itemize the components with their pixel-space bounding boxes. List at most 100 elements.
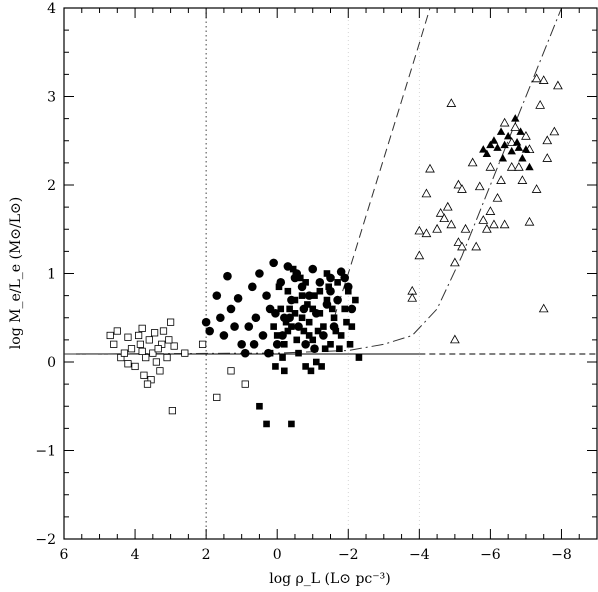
filled-triangle-point xyxy=(496,127,506,135)
open-square-point xyxy=(135,331,143,340)
open-triangle-point xyxy=(481,223,492,233)
filled-square-point xyxy=(346,341,354,348)
open-triangle-point xyxy=(435,208,446,217)
open-triangle-point xyxy=(432,223,442,233)
filled-triangle-point xyxy=(482,149,492,158)
open-triangle-point xyxy=(471,241,482,251)
filled-square-point xyxy=(263,420,270,428)
y-tick-label: 1 xyxy=(47,267,56,283)
open-square-point xyxy=(165,336,173,344)
filled-triangle-point xyxy=(516,127,525,135)
open-triangle-point xyxy=(453,237,464,246)
open-square-point xyxy=(106,331,114,340)
open-triangle-point xyxy=(460,223,471,233)
open-square-point xyxy=(170,342,178,350)
filled-square-point xyxy=(320,323,327,330)
open-triangle-point xyxy=(474,181,485,191)
filled-square-point xyxy=(304,301,311,308)
filled-circle-point xyxy=(248,282,257,292)
open-square-point xyxy=(136,340,144,348)
filled-circle-point xyxy=(230,322,239,331)
filled-square-point xyxy=(316,287,324,295)
filled-circle-point xyxy=(255,269,264,278)
open-square-point xyxy=(110,340,118,348)
open-square-point xyxy=(168,407,176,415)
open-square-point xyxy=(149,349,157,357)
open-square-point xyxy=(138,324,146,332)
filled-square-point xyxy=(309,336,317,344)
open-triangle-point xyxy=(421,188,432,198)
filled-square-point xyxy=(336,345,343,353)
filled-square-point xyxy=(270,323,277,330)
filled-square-point xyxy=(300,327,308,335)
open-triangle-point xyxy=(478,215,489,224)
open-square-point xyxy=(159,327,168,335)
filled-circle-point xyxy=(315,278,325,287)
filled-square-point xyxy=(302,363,309,370)
filled-square-point xyxy=(330,314,338,322)
filled-square-point xyxy=(298,292,306,299)
filled-square-point xyxy=(295,349,302,357)
open-triangle-point xyxy=(499,117,510,127)
reference-lines xyxy=(64,8,597,539)
x-tick-label: 0 xyxy=(273,547,282,563)
filled-square-point xyxy=(288,420,295,428)
filled-square-point xyxy=(348,323,356,330)
filled-square-point xyxy=(323,296,331,304)
filled-square-point xyxy=(286,305,293,313)
open-square-point xyxy=(154,345,162,353)
model-curves xyxy=(63,7,562,355)
open-triangle-point xyxy=(421,228,432,238)
open-square-point xyxy=(124,360,132,368)
filled-square-point xyxy=(307,367,315,375)
filled-square-point xyxy=(281,367,288,375)
filled-circle-point xyxy=(272,340,282,349)
x-tick-label: 6 xyxy=(60,547,69,563)
filled-circle-point xyxy=(347,304,357,314)
y-axis-label: log M_e/L_e (M⊙/L⊙) xyxy=(8,197,24,349)
open-square-point xyxy=(163,353,171,362)
filled-triangle-point xyxy=(479,145,488,153)
open-triangle-point xyxy=(531,184,542,193)
open-triangle-point xyxy=(439,213,450,223)
open-triangle-point xyxy=(538,75,549,84)
open-triangle-point xyxy=(446,219,457,229)
filled-circle-point xyxy=(340,273,350,283)
open-square-point xyxy=(227,367,235,375)
dash-dot-curve xyxy=(63,7,562,355)
filled-circle-point xyxy=(244,322,254,331)
open-square-point xyxy=(181,349,189,357)
open-triangle-point xyxy=(542,135,553,145)
filled-circle-point xyxy=(233,293,243,303)
open-triangle-point xyxy=(453,179,464,189)
filled-triangle-point xyxy=(493,143,502,151)
open-triangle-point xyxy=(538,303,549,313)
filled-square-point xyxy=(289,265,297,273)
filled-square-point xyxy=(266,349,274,357)
open-triangle-point xyxy=(446,98,457,107)
filled-circle-point xyxy=(237,340,246,349)
filled-square-point xyxy=(284,287,292,295)
open-square-point xyxy=(142,353,150,362)
filled-square-point xyxy=(318,363,325,370)
filled-circle-point xyxy=(201,317,211,327)
open-square-point xyxy=(152,358,160,366)
filled-circle-point xyxy=(216,313,225,323)
y-tick-label: 0 xyxy=(47,355,56,371)
open-triangle-point xyxy=(414,225,425,235)
filled-circle-point xyxy=(219,331,229,340)
filled-square-point xyxy=(343,318,350,326)
filled-square-point xyxy=(312,358,320,366)
filled-circle-point xyxy=(308,264,318,274)
open-triangle-point xyxy=(492,192,503,202)
filled-square-point xyxy=(352,296,359,304)
open-square-point xyxy=(151,329,159,337)
open-triangle-point xyxy=(442,201,453,211)
filled-square-point xyxy=(273,332,281,339)
open-triangle-point xyxy=(531,73,542,83)
filled-square-point xyxy=(328,305,336,313)
filled-square-point xyxy=(334,279,341,286)
filled-triangle-point xyxy=(525,162,534,171)
filled-square-point xyxy=(325,283,333,291)
filled-triangle-point xyxy=(512,138,522,146)
